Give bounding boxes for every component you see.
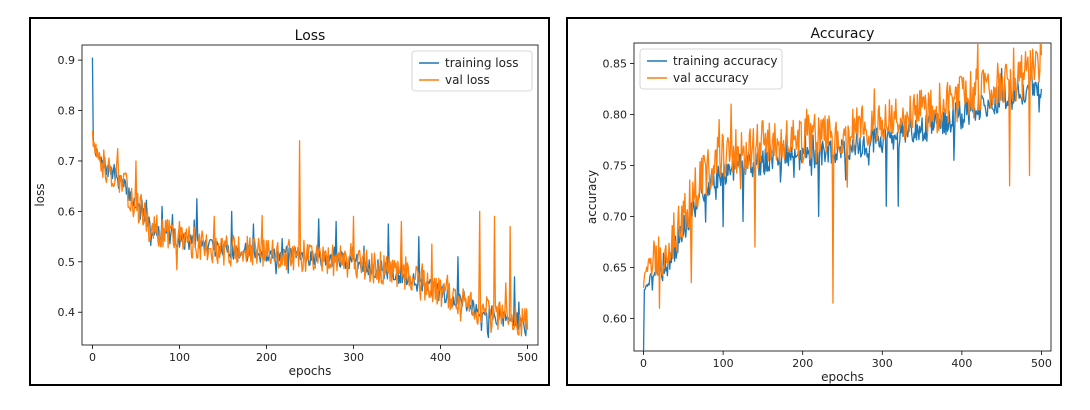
loss-y-tick-label: 0.7: [58, 155, 76, 168]
accuracy-y-tick-label: 0.85: [603, 57, 628, 70]
loss-y-tick-label: 0.5: [58, 256, 76, 269]
loss-x-axis-label: epochs: [289, 364, 332, 378]
loss-legend-entry: val loss: [445, 73, 490, 87]
accuracy-x-tick-label: 100: [713, 357, 734, 370]
accuracy-y-axis-label: accuracy: [585, 170, 599, 224]
loss-x-tick-label: 100: [169, 351, 190, 364]
loss-plot-area: [81, 44, 539, 346]
loss-x-tick-label: 200: [256, 351, 277, 364]
accuracy-x-tick-label: 400: [951, 357, 972, 370]
accuracy-x-tick-label: 0: [640, 357, 647, 370]
loss-y-tick-label: 0.4: [58, 306, 76, 319]
loss-x-tick-label: 500: [517, 351, 538, 364]
accuracy-y-tick-label: 0.60: [603, 312, 628, 325]
loss-series-line-val: [91, 130, 529, 337]
loss-title: Loss: [295, 28, 326, 44]
accuracy-y-tick-label: 0.75: [603, 159, 628, 172]
loss-y-tick-label: 0.9: [58, 54, 76, 67]
loss-y-axis-label: loss: [33, 183, 47, 206]
accuracy-legend-entry: val accuracy: [673, 71, 749, 85]
accuracy-y-tick-label: 0.65: [603, 261, 628, 274]
accuracy-x-tick-label: 500: [1031, 357, 1052, 370]
accuracy-legend: [639, 48, 783, 90]
accuracy-chart-panel: 0 100 200 300 400 500 0.60 0.65 0.70 0.75 0.80 0.85…: [566, 17, 1062, 386]
loss-legend: [411, 50, 533, 92]
loss-chart-panel: 0 100 200 300 400 500 0.4 0.5 0.6 0.7 0.8 0.9 Loss ep…: [29, 17, 550, 386]
accuracy-y-tick-label: 0.70: [603, 210, 628, 223]
loss-x-tick-label: 0: [89, 351, 96, 364]
accuracy-legend-entry: training accuracy: [673, 54, 777, 68]
accuracy-title: Accuracy: [811, 26, 875, 42]
accuracy-series-line-val: [642, 43, 1043, 309]
accuracy-chart: 0 100 200 300 400 500 0.60 0.65 0.70 0.75 0.80 0.85…: [585, 26, 1052, 384]
accuracy-plot-area: [633, 42, 1052, 352]
accuracy-series-line-training: [642, 67, 1043, 351]
loss-x-tick-label: 300: [343, 351, 364, 364]
accuracy-x-tick-label: 200: [792, 357, 813, 370]
accuracy-y-tick-label: 0.80: [603, 108, 628, 121]
accuracy-x-axis-label: epochs: [821, 370, 864, 384]
loss-chart: 0 100 200 300 400 500 0.4 0.5 0.6 0.7 0.8 0.9 Loss ep…: [33, 28, 539, 378]
loss-legend-entry: training loss: [445, 56, 518, 70]
loss-y-tick-label: 0.8: [58, 105, 76, 118]
loss-x-tick-label: 400: [430, 351, 451, 364]
loss-y-tick-label: 0.6: [58, 205, 76, 218]
accuracy-x-tick-label: 300: [872, 357, 893, 370]
